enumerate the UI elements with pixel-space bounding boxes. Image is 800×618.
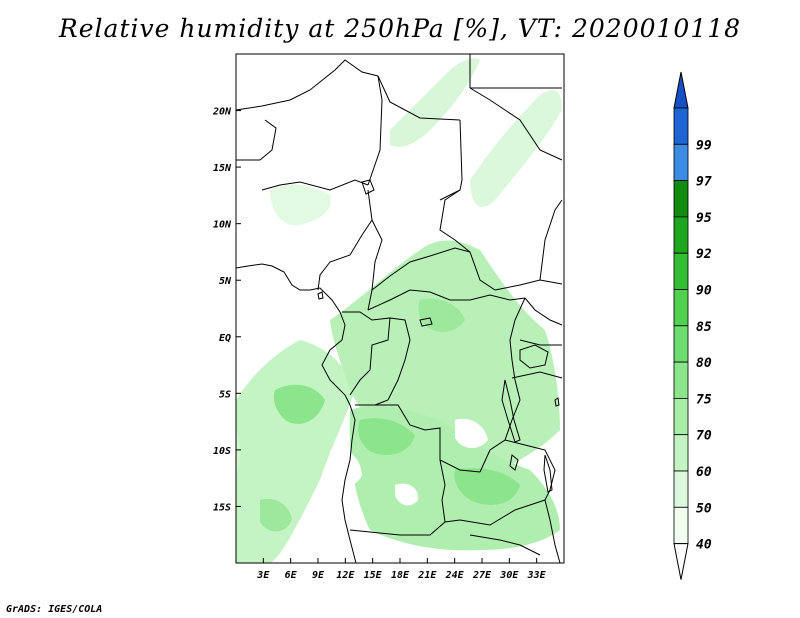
border-angola-namibia xyxy=(349,519,461,536)
lon-tick-label: 24E xyxy=(445,570,465,581)
lon-tick-label: 18E xyxy=(391,570,410,581)
humidity-dry-hole-2 xyxy=(455,418,488,449)
colorbar-band xyxy=(673,216,689,254)
lake-malawi xyxy=(543,454,553,493)
border-mali-niger xyxy=(236,119,277,161)
colorbar-label: 85 xyxy=(696,320,712,335)
colorbar-bottom-arrow xyxy=(673,543,689,580)
colorbar-band xyxy=(673,289,689,327)
colorbar-band xyxy=(673,325,689,363)
lon-tick-label: 33E xyxy=(527,570,547,581)
lake-victoria xyxy=(519,344,549,369)
border-sudan-south-sudan xyxy=(494,279,563,291)
latitude-axis: 20N 15N 10N 5N EQ 5S 10S 15S xyxy=(212,107,241,513)
footer-credit: GrADS: IGES/COLA xyxy=(6,604,103,615)
border-uganda-kenya xyxy=(519,339,562,346)
lon-tick-label: 27E xyxy=(472,570,492,581)
border-congo-drc xyxy=(374,317,411,406)
lake-tanganyika xyxy=(501,379,521,443)
border-botswana xyxy=(469,534,541,556)
border-algeria-niger xyxy=(236,59,379,111)
island-bioko xyxy=(317,291,324,300)
humidity-shading xyxy=(236,58,562,563)
colorbar-band xyxy=(673,180,689,218)
colorbar-top-arrow xyxy=(673,71,689,109)
border-chad-niger xyxy=(367,75,383,186)
border-angola-zambia xyxy=(439,459,446,523)
map-title: Relative humidity at 250hPa [%], VT: 202… xyxy=(58,14,742,43)
colorbar-label: 92 xyxy=(696,247,712,262)
border-niger-nigeria xyxy=(261,179,369,191)
lat-tick-label: 10N xyxy=(213,220,232,231)
lon-tick-label: 30E xyxy=(499,570,519,581)
lat-tick-label: 15S xyxy=(213,502,231,513)
colorbar-label: 40 xyxy=(696,538,712,553)
humidity-region-north-streak xyxy=(390,58,480,147)
border-cameroon-car xyxy=(367,219,383,311)
lon-tick-label: 21E xyxy=(417,570,437,581)
humidity-patch-5 xyxy=(260,498,292,532)
colorbar-label: 50 xyxy=(696,501,712,516)
colorbar-band xyxy=(673,397,689,436)
colorbar: 40 50 60 70 75 80 85 90 92 95 97 99 xyxy=(673,71,712,580)
border-libya-chad xyxy=(439,119,463,201)
colorbar-label: 60 xyxy=(696,465,712,480)
border-car-south xyxy=(371,247,471,291)
lon-tick-label: 6E xyxy=(285,570,298,581)
border-zambia-south xyxy=(459,499,546,526)
colorbar-band xyxy=(673,361,689,399)
lat-tick-label: 5S xyxy=(219,389,231,400)
lon-tick-label: 12E xyxy=(336,570,355,581)
colorbar-label: 90 xyxy=(696,284,712,299)
humidity-patch-4 xyxy=(418,298,465,332)
border-tanzania xyxy=(511,371,563,379)
lake-kivu xyxy=(419,317,433,327)
colorbar-label: 75 xyxy=(696,392,712,407)
border-gabon-congo xyxy=(342,311,391,396)
humidity-region-nigeria xyxy=(270,184,331,226)
colorbar-band xyxy=(673,107,689,145)
colorbar-label: 95 xyxy=(696,211,712,226)
humidity-patch-1 xyxy=(273,384,325,424)
border-drc-east xyxy=(479,297,526,473)
lake-mweru xyxy=(509,454,519,471)
longitude-axis: 3E 6E 9E 12E 15E 18E 21E 24E 27E 30E 33E xyxy=(256,558,547,581)
coastline-west xyxy=(236,263,357,563)
lon-tick-label: 15E xyxy=(364,570,383,581)
humidity-patch-3 xyxy=(454,468,520,505)
lat-tick-label: 20N xyxy=(212,107,232,118)
humidity-patch-2 xyxy=(358,418,415,455)
colorbar-label: 70 xyxy=(696,429,712,444)
colorbar-label: 80 xyxy=(696,356,712,371)
border-niger-libya xyxy=(377,75,461,121)
border-mozambique xyxy=(544,499,561,563)
country-borders xyxy=(236,54,563,563)
lat-tick-label: 15N xyxy=(213,163,232,174)
lat-tick-label: 5N xyxy=(219,276,232,287)
border-sudan-east xyxy=(469,87,563,161)
border-drc-angola xyxy=(355,404,481,473)
island-zanzibar xyxy=(554,397,560,407)
lat-tick-label: EQ xyxy=(219,333,231,344)
colorbar-label: 99 xyxy=(696,138,712,153)
border-ethiopia xyxy=(539,199,563,281)
humidity-dry-hole-3 xyxy=(395,483,419,506)
lon-tick-label: 9E xyxy=(312,570,325,581)
humidity-dry-hole-1 xyxy=(330,448,362,487)
colorbar-band xyxy=(673,252,689,290)
border-car-drc xyxy=(367,289,526,311)
lon-tick-label: 3E xyxy=(256,570,270,581)
colorbar-band xyxy=(673,434,689,472)
colorbar-band xyxy=(673,143,689,182)
lat-tick-label: 10S xyxy=(213,446,231,457)
border-east-africa xyxy=(524,297,563,326)
colorbar-band xyxy=(673,506,689,544)
humidity-region-northeast-band xyxy=(470,90,562,208)
colorbar-label: 97 xyxy=(696,175,712,190)
lake-chad xyxy=(361,179,375,195)
border-chad-sudan xyxy=(439,189,496,291)
colorbar-band xyxy=(673,470,689,508)
